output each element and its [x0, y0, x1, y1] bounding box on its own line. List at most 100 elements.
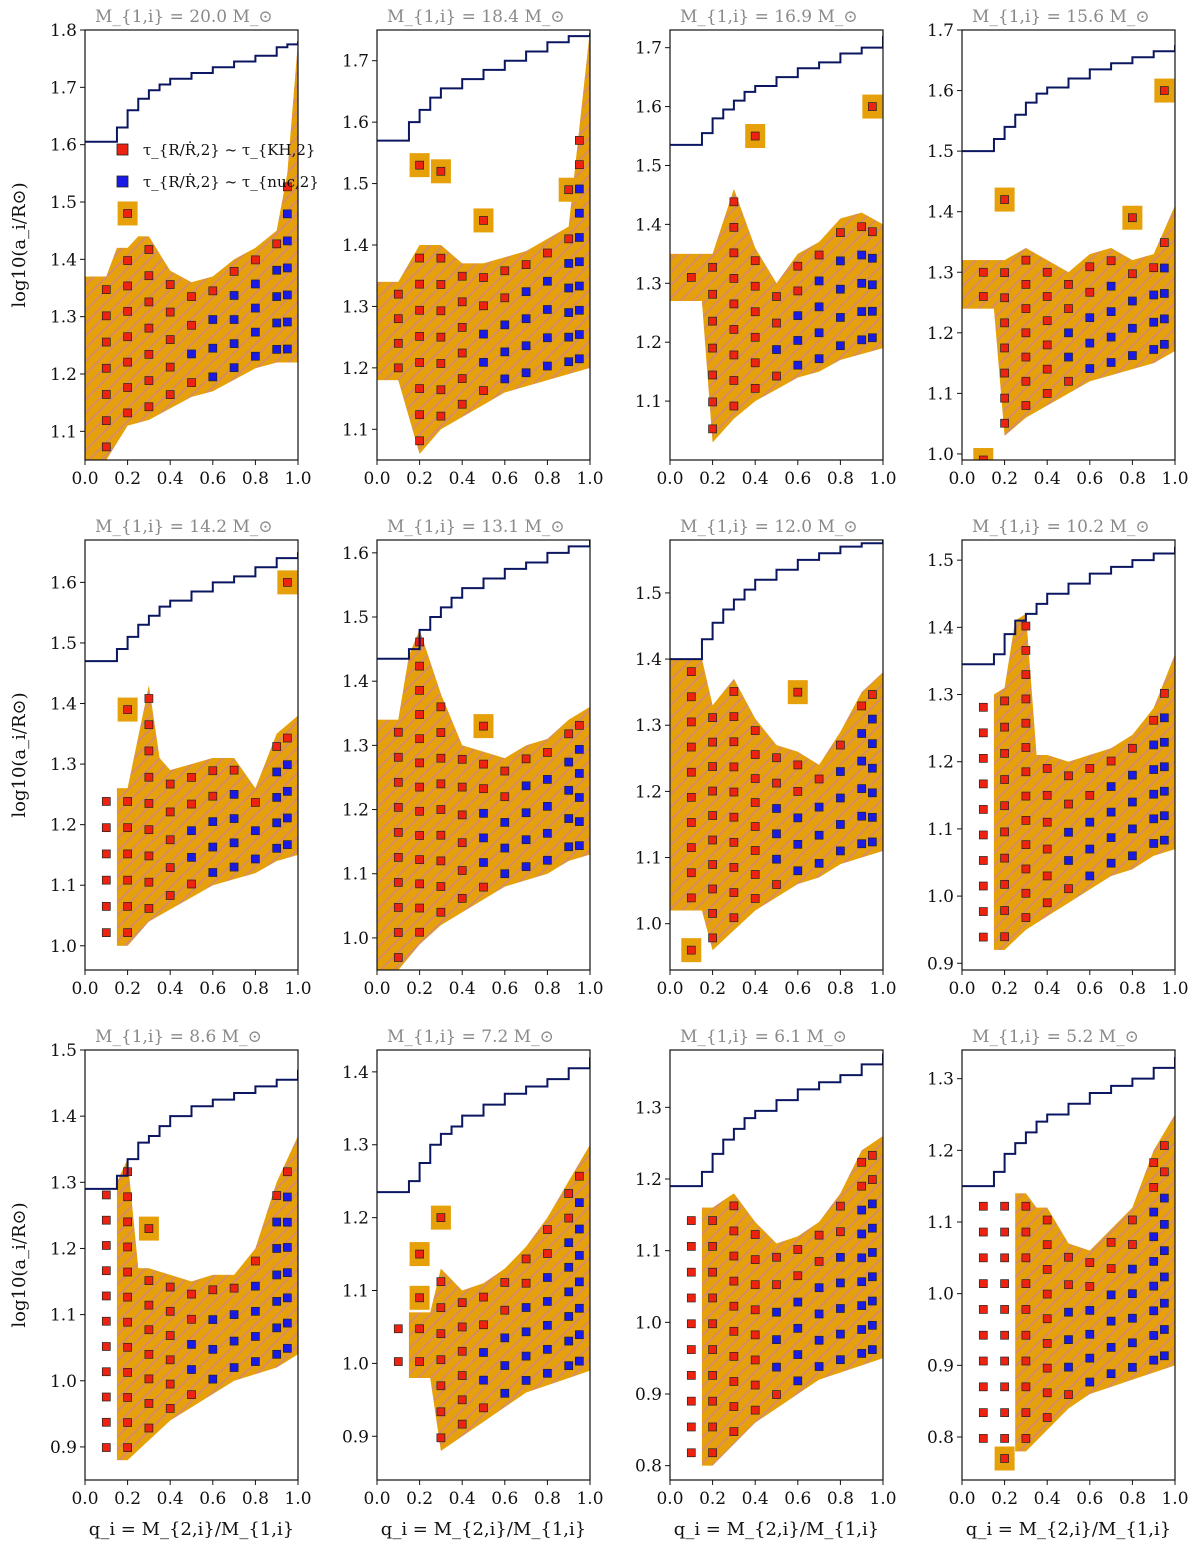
marker-red: [1042, 1339, 1052, 1348]
marker-blue: [208, 1315, 218, 1324]
y-tick-label: 1.8: [50, 21, 77, 41]
marker-red: [393, 1357, 403, 1366]
marker-blue: [814, 328, 824, 338]
y-tick-label: 1.4: [635, 650, 662, 670]
region-hatch: [377, 629, 590, 970]
marker-red: [1000, 1434, 1009, 1443]
marker-blue: [272, 1270, 282, 1280]
marker-blue: [1085, 338, 1095, 348]
x-tick-label: 0.2: [406, 979, 433, 999]
marker-blue: [500, 1361, 510, 1370]
marker-red: [1106, 1264, 1116, 1273]
y-tick-label: 1.2: [635, 333, 662, 353]
marker-blue: [793, 813, 803, 823]
marker-blue: [543, 305, 552, 314]
marker-red: [729, 737, 739, 747]
x-tick-label: 0.4: [157, 1489, 184, 1509]
marker-red: [187, 879, 196, 889]
marker-blue: [283, 236, 292, 246]
marker-red: [165, 335, 175, 344]
marker-blue: [1085, 1329, 1095, 1339]
marker-blue: [564, 757, 574, 767]
marker-blue: [574, 233, 584, 242]
marker-red: [1042, 898, 1052, 908]
marker-red: [187, 773, 196, 782]
marker-red: [165, 807, 175, 817]
marker-red: [686, 1293, 696, 1303]
marker-red: [436, 1407, 446, 1417]
panel-title: M_{1,i} = 8.6 M_⊙: [95, 1027, 262, 1047]
marker-red: [1042, 817, 1052, 827]
legend-marker: [116, 175, 129, 188]
marker-red: [208, 286, 218, 296]
marker-red: [1000, 418, 1009, 428]
marker-red: [708, 343, 717, 353]
marker-red: [1000, 1408, 1009, 1417]
marker-blue: [814, 858, 824, 868]
boundary-line: [962, 546, 1175, 666]
marker-red: [1064, 304, 1073, 313]
marker-blue: [283, 1268, 292, 1277]
marker-blue: [867, 1345, 877, 1354]
marker-red: [144, 772, 154, 782]
y-tick-label: 1.2: [50, 816, 77, 836]
marker-red: [101, 797, 111, 806]
panel-7: 0.9 1.0 1.1 1.2 1.3 1.4 1.5 0.0 0.2 0.4 0.6 0.8 1.0 M…: [927, 517, 1189, 999]
marker-red: [750, 1305, 760, 1315]
marker-red: [123, 357, 132, 367]
marker-blue: [836, 846, 845, 856]
marker-red: [123, 705, 132, 714]
marker-red: [144, 851, 154, 861]
marker-red: [793, 687, 803, 697]
marker-red: [1000, 1305, 1009, 1314]
marker-red: [123, 281, 132, 291]
y-tick-label: 1.2: [342, 1209, 369, 1229]
marker-red: [144, 1224, 154, 1233]
y-tick-label: 1.7: [635, 39, 662, 59]
marker-red: [436, 907, 446, 917]
marker-red: [165, 1379, 175, 1389]
marker-red: [251, 1256, 260, 1266]
y-tick-label: 1.7: [342, 52, 369, 72]
marker-blue: [543, 1273, 552, 1282]
marker-red: [750, 894, 760, 903]
panel-11: 0.8 0.9 1.0 1.1 1.2 1.3 0.0 0.2 0.4 0.6 0.8 1.0 M_{1…: [927, 1027, 1189, 1540]
marker-red: [1064, 376, 1073, 386]
marker-blue: [1106, 1369, 1116, 1379]
marker-red: [1021, 255, 1031, 265]
x-tick-label: 0.8: [1119, 979, 1146, 999]
marker-red: [208, 766, 218, 776]
marker-blue: [793, 311, 803, 321]
marker-red: [564, 234, 574, 244]
marker-blue: [187, 1340, 196, 1349]
panel-9: 0.9 1.0 1.1 1.2 1.3 1.4 0.0 0.2 0.4 0.6 0.8 1.0 M_{1…: [342, 1027, 604, 1540]
marker-red: [729, 687, 739, 696]
marker-red: [729, 401, 739, 411]
marker-red: [686, 1267, 696, 1277]
marker-red: [165, 863, 175, 872]
x-tick-label: 0.2: [114, 1489, 141, 1509]
marker-red: [479, 759, 488, 769]
marker-red: [772, 753, 781, 763]
marker-red: [978, 881, 988, 891]
marker-blue: [1159, 713, 1169, 723]
marker-blue: [229, 1363, 239, 1372]
marker-blue: [208, 315, 218, 324]
marker-red: [729, 274, 739, 283]
marker-red: [708, 262, 717, 272]
marker-blue: [1149, 1306, 1159, 1316]
y-tick-label: 1.5: [927, 142, 954, 162]
marker-blue: [251, 279, 260, 289]
marker-red: [686, 945, 696, 955]
marker-red: [686, 868, 696, 878]
marker-red: [165, 1331, 175, 1340]
marker-blue: [272, 265, 282, 275]
marker-blue: [857, 811, 867, 821]
marker-red: [436, 830, 446, 840]
marker-blue: [867, 837, 877, 847]
marker-red: [729, 1201, 739, 1211]
marker-red: [457, 323, 467, 332]
marker-blue: [857, 335, 867, 345]
marker-red: [708, 1371, 717, 1380]
marker-red: [708, 1396, 717, 1406]
